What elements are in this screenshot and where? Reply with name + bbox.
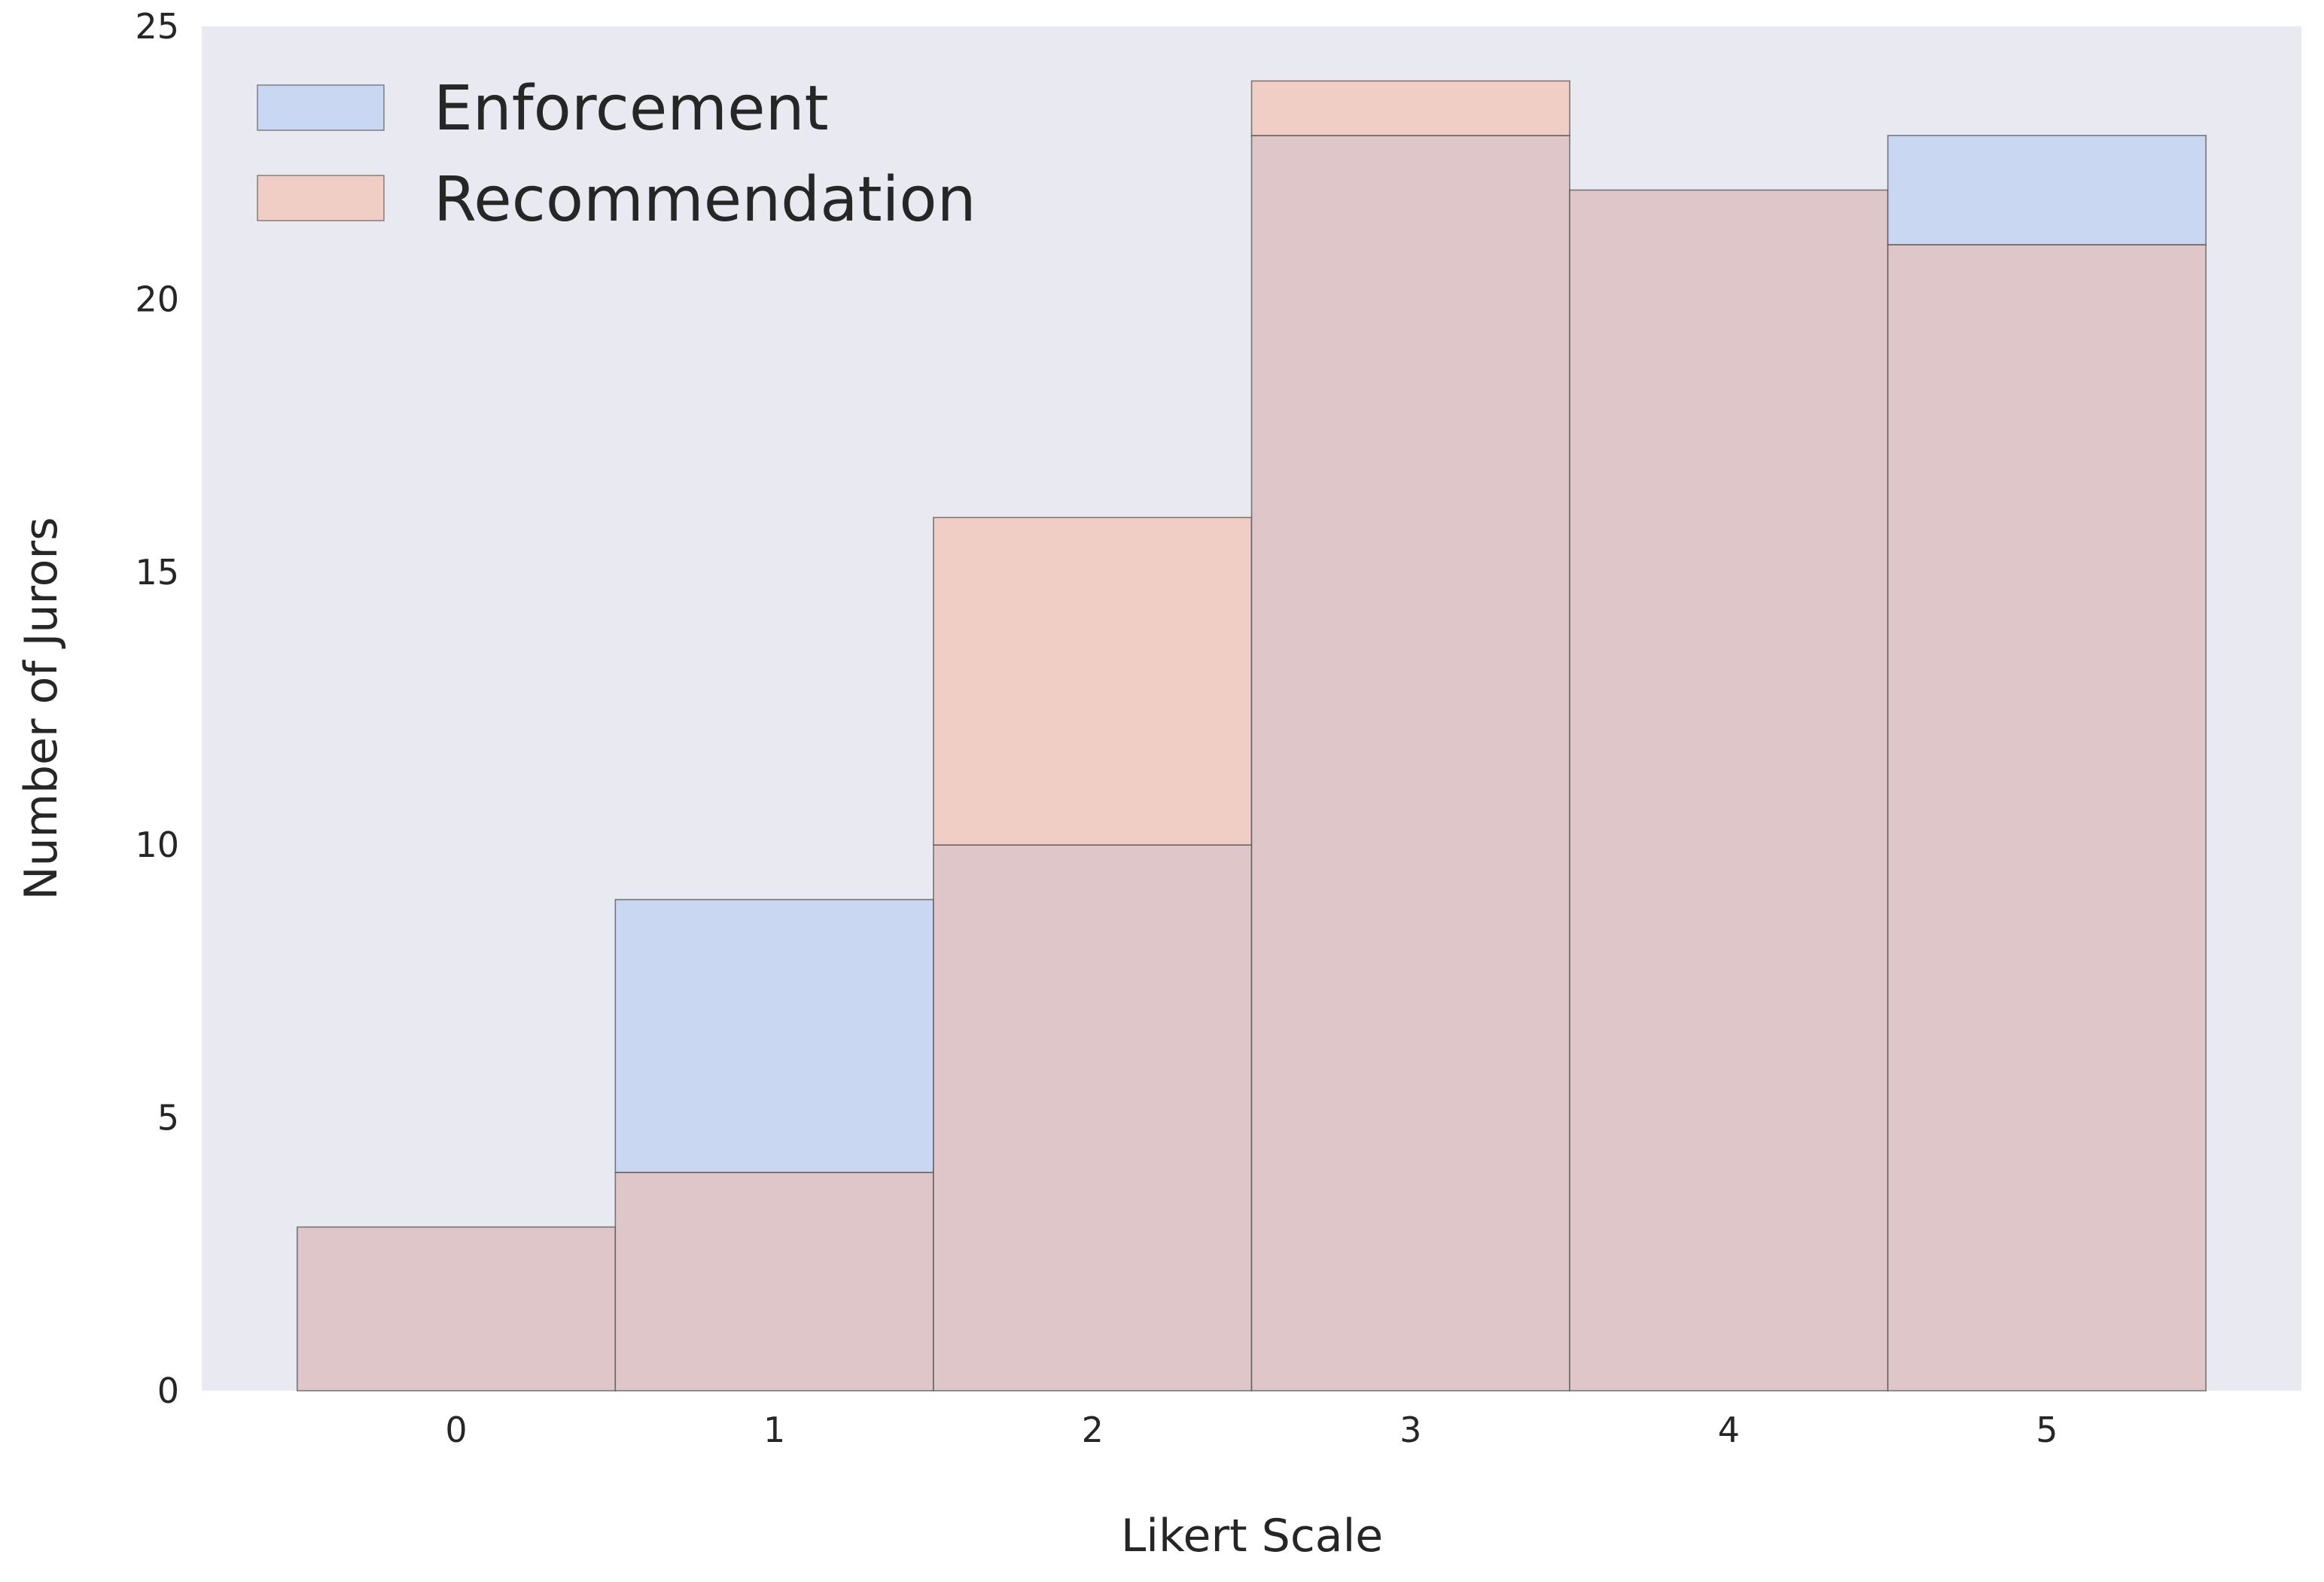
y-tick-label-10: 10 — [135, 825, 179, 865]
y-axis-ticks: 0 5 10 15 20 25 — [135, 6, 179, 1411]
x-axis-ticks: 0 1 2 3 4 5 — [445, 1410, 2057, 1450]
bar-overlap-5 — [1887, 244, 2207, 1391]
y-axis-label: Number of Jurors — [15, 517, 68, 901]
y-tick-label-0: 0 — [157, 1370, 179, 1411]
legend-label-enforcement: Enforcement — [434, 73, 829, 145]
legend-label-recommendation: Recommendation — [434, 164, 976, 236]
y-tick-label-5: 5 — [157, 1098, 179, 1138]
x-tick-label-3: 3 — [1400, 1410, 1421, 1450]
x-tick-label-1: 1 — [763, 1410, 785, 1450]
bar-overlap-3 — [1250, 135, 1570, 1391]
y-tick-label-25: 25 — [135, 6, 179, 47]
legend: Enforcement Recommendation — [257, 73, 976, 236]
bars-layer — [296, 80, 2207, 1391]
x-tick-label-4: 4 — [1718, 1410, 1740, 1450]
x-tick-label-0: 0 — [445, 1410, 467, 1450]
legend-swatch-recommendation — [257, 175, 385, 221]
bar-enforcement-5 — [1887, 135, 2207, 245]
bar-overlap-2 — [933, 844, 1253, 1391]
y-tick-label-20: 20 — [135, 279, 179, 319]
bar-recommendation-3 — [1250, 80, 1570, 136]
bar-overlap-0 — [296, 1226, 617, 1391]
bar-overlap-4 — [1569, 189, 1889, 1391]
legend-swatch-enforcement — [257, 84, 385, 131]
x-tick-label-5: 5 — [2036, 1410, 2057, 1450]
x-axis-label: Likert Scale — [1121, 1510, 1383, 1562]
y-tick-label-15: 15 — [135, 552, 179, 593]
bar-overlap-1 — [614, 1172, 934, 1391]
x-tick-label-2: 2 — [1082, 1410, 1104, 1450]
bar-enforcement-1 — [614, 898, 934, 1173]
bar-recommendation-2 — [933, 517, 1253, 846]
